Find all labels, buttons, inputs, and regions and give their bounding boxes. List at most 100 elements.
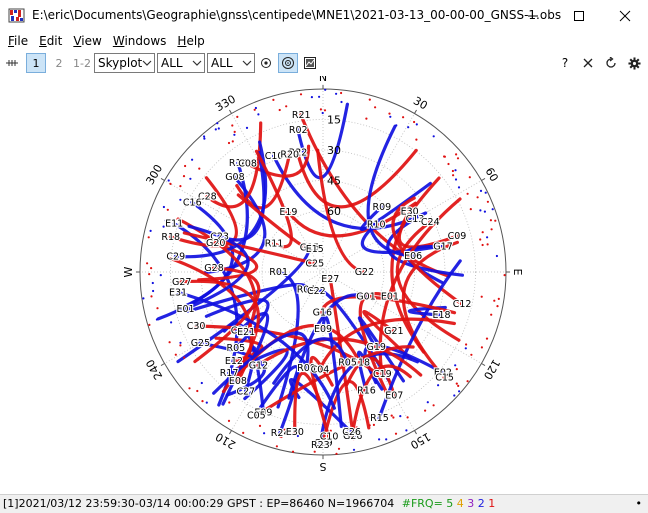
menu-accelerator: E (39, 34, 47, 48)
observation-point (415, 138, 418, 141)
freq-2-button[interactable]: 2 (55, 56, 63, 70)
azimuth-label: 150 (408, 430, 433, 452)
satellite-label: E06 (404, 251, 422, 262)
satellite-label: C16 (183, 197, 202, 208)
menu-accelerator: V (73, 34, 82, 48)
status-dots: • (635, 497, 643, 510)
satellite-label: E09 (314, 324, 332, 335)
observation-point (426, 401, 429, 404)
observation-point (465, 343, 468, 346)
freq-1-2-button[interactable]: 1-2 (73, 56, 91, 70)
satellite-label: G18 (351, 358, 370, 369)
chevron-down-icon (192, 60, 202, 66)
satellite-label: R18 (161, 232, 180, 243)
close-button[interactable] (602, 0, 648, 31)
observation-point (447, 162, 450, 166)
observation-point (200, 381, 203, 385)
satellite-label: R04 (297, 284, 316, 295)
observation-point (399, 415, 402, 418)
observation-point (457, 186, 461, 189)
observation-point (152, 289, 155, 293)
menu-file[interactable]: File (8, 34, 29, 48)
observation-point (216, 122, 219, 125)
help-button[interactable]: ? (561, 56, 569, 70)
observation-point (457, 384, 460, 387)
satellite-label: G01 (356, 291, 375, 302)
azimuth-label: 300 (144, 162, 166, 187)
satellite-label: E09 (254, 407, 272, 418)
menu-accelerator: H (177, 34, 187, 48)
close-icon (619, 10, 631, 21)
observation-point (231, 124, 234, 127)
observation-point (155, 318, 158, 321)
elevation-label: 30 (327, 144, 341, 157)
menu-windows[interactable]: Windows (112, 34, 167, 48)
azimuth-spoke (322, 271, 482, 364)
maximize-button[interactable] (556, 0, 602, 31)
reload-button[interactable] (603, 53, 619, 73)
observation-point (337, 447, 341, 450)
menu-help[interactable]: Help (177, 34, 205, 48)
system-select[interactable]: ALL (157, 53, 205, 73)
minimize-button[interactable] (510, 0, 556, 31)
satellite-track (397, 176, 459, 249)
observation-point (191, 158, 194, 161)
menu-edit[interactable]: Edit (39, 34, 63, 48)
observation-point (454, 178, 458, 181)
observation-point (496, 305, 499, 308)
settings-button[interactable] (626, 53, 642, 73)
image-icon (304, 57, 316, 69)
observation-point (156, 307, 159, 310)
menu-accelerator: W (112, 34, 125, 48)
observation-point (179, 341, 182, 344)
app-icon (8, 8, 25, 23)
satellite-label: R05 (338, 357, 357, 368)
observation-point (162, 225, 165, 228)
satellite-label: R11 (265, 239, 284, 250)
satellite-label: G08 (225, 172, 244, 183)
observation-point (151, 281, 154, 285)
observation-point (452, 174, 455, 177)
satellite-label: E01 (381, 291, 399, 302)
observation-point (394, 432, 398, 435)
satellite-label: G19 (367, 342, 386, 353)
satellite-label: E11 (165, 219, 183, 230)
observation-point (503, 274, 506, 277)
satellite-select[interactable]: ALL (207, 53, 255, 73)
satellite-track (287, 293, 367, 400)
satellite-track (309, 355, 334, 439)
azimuth-label: 60 (482, 165, 500, 184)
center-button[interactable] (278, 53, 298, 73)
observation-point (159, 274, 162, 277)
show-points-button[interactable] (257, 53, 275, 73)
azimuth-tick (481, 178, 486, 181)
observation-point (299, 93, 303, 96)
observation-point (324, 88, 327, 91)
satellite-track (320, 295, 457, 315)
menu-view[interactable]: View (73, 34, 102, 48)
close-plot-button[interactable] (580, 53, 596, 73)
observation-point (174, 353, 177, 356)
satellite-track (198, 341, 266, 397)
observation-point (486, 236, 489, 239)
azimuth-tick (229, 430, 232, 435)
satellite-track (296, 148, 418, 209)
drag-handle-icon[interactable] (4, 53, 20, 73)
satellite-track (272, 337, 349, 385)
reload-icon (606, 57, 616, 68)
satellite-label: R17 (220, 368, 239, 379)
observation-point (365, 117, 368, 120)
satellite-label: C13 (406, 214, 425, 225)
satellite-label: C15 (435, 372, 454, 383)
skyplot-area[interactable]: R21 R02 R22 C10 R20 R14 C08 G08 C28 C16 E19 E11 R18 C… (0, 71, 648, 494)
freq-1-button[interactable]: 1 (26, 53, 46, 73)
satellite-track (193, 266, 261, 364)
observation-point (479, 238, 482, 241)
observation-point (147, 236, 150, 239)
observation-point (205, 401, 208, 404)
observation-point (453, 394, 456, 397)
dot-circle-icon (261, 58, 271, 68)
image-button[interactable] (301, 53, 319, 73)
plot-type-select[interactable]: Skyplot (94, 53, 155, 73)
